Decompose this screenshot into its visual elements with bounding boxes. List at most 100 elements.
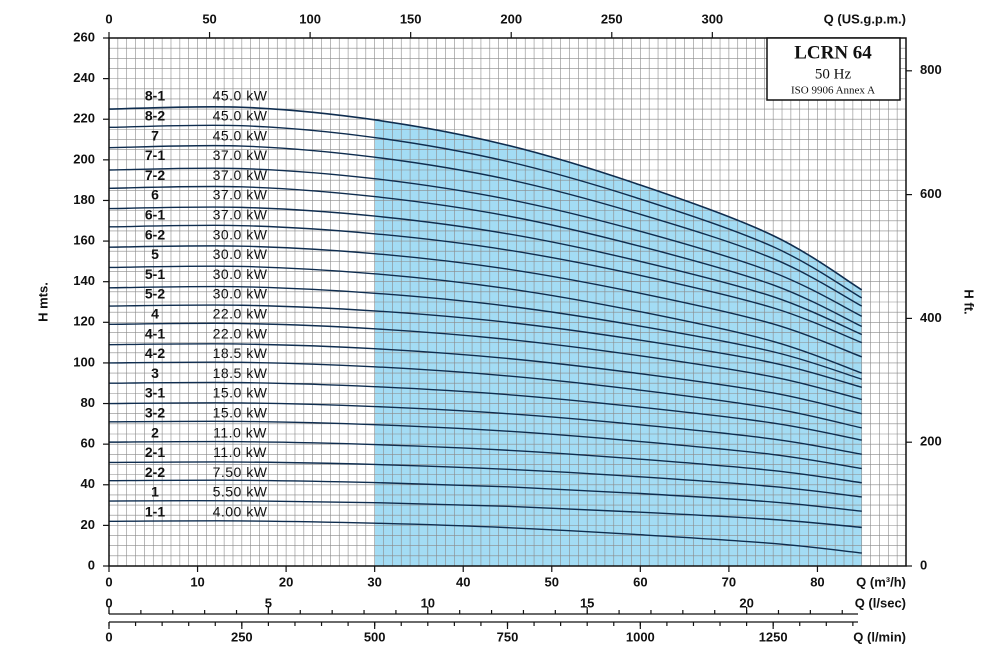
y2-tick-label: 800	[920, 62, 942, 77]
title-box	[766, 37, 901, 101]
pump-curve	[108, 322, 862, 401]
pump-curve	[108, 520, 862, 554]
x-tick-label: 0	[105, 574, 112, 589]
y-tick-label: 0	[88, 557, 95, 572]
series-power: 7.50 kW	[213, 464, 268, 480]
series-power: 22.0 kW	[213, 306, 268, 322]
x3-tick-label: 15	[580, 595, 594, 610]
pump-curve	[108, 479, 862, 512]
pump-curve	[108, 381, 862, 441]
series-name: 4-1	[145, 325, 165, 341]
series-power: 22.0 kW	[213, 325, 268, 341]
series-power: 15.0 kW	[213, 385, 268, 401]
series-power: 30.0 kW	[213, 246, 268, 262]
series-power: 18.5 kW	[213, 345, 268, 361]
series-name: 7	[151, 127, 159, 143]
pump-curve	[108, 206, 862, 336]
x2-tick-label: 300	[701, 11, 723, 26]
series-power: 37.0 kW	[213, 207, 268, 223]
x-axis-label: Q (m³/h)	[856, 574, 906, 589]
series-name: 6	[151, 187, 159, 203]
y-tick-label: 220	[73, 111, 95, 126]
pump-curve	[108, 105, 863, 291]
series-name: 3-2	[145, 405, 165, 421]
pump-curve	[108, 185, 863, 328]
curve-layer	[108, 105, 863, 554]
x-tick-label: 20	[279, 574, 293, 589]
series-name: 2-2	[145, 464, 165, 480]
series-power: 11.0 kW	[213, 424, 267, 440]
x3-tick-label: 20	[739, 595, 753, 610]
x3-tick-label: 10	[421, 595, 435, 610]
pump-curve	[108, 144, 863, 307]
x2-tick-label: 0	[105, 11, 112, 26]
series-power: 37.0 kW	[213, 147, 268, 163]
pump-curve	[108, 461, 862, 498]
y-tick-label: 140	[73, 273, 95, 288]
series-power: 15.0 kW	[213, 405, 268, 421]
pump-curve	[108, 265, 862, 374]
x4-tick-label: 1250	[759, 629, 788, 644]
label-layer: 8-1 45.0 kW 8-2 45.0 kW 7 45.0 kW 7-1 37.0 kW 7-…	[145, 88, 268, 520]
y-tick-label: 240	[73, 70, 95, 85]
series-power: 45.0 kW	[213, 88, 268, 104]
x4-tick-label: 250	[231, 629, 253, 644]
y2-tick-label: 400	[920, 310, 942, 325]
chart-title: LCRN 64	[794, 42, 872, 63]
series-name: 4-2	[145, 345, 165, 361]
series-power: 37.0 kW	[213, 187, 268, 203]
x-tick-label: 70	[722, 574, 736, 589]
y2-tick-label: 200	[920, 434, 942, 449]
x2-tick-label: 200	[500, 11, 522, 26]
y-tick-label: 60	[81, 436, 95, 451]
y2-axis-label: H ft.	[962, 289, 977, 314]
y-tick-label: 200	[73, 151, 95, 166]
shade-layer	[374, 119, 862, 566]
series-power: 18.5 kW	[213, 365, 268, 381]
x-tick-label: 80	[810, 574, 824, 589]
x-tick-label: 10	[190, 574, 204, 589]
series-name: 1	[151, 484, 159, 500]
pump-curve	[108, 167, 863, 317]
series-power: 30.0 kW	[213, 286, 268, 302]
x3-tick-label: 0	[105, 595, 112, 610]
x-tick-label: 40	[456, 574, 470, 589]
y-tick-label: 180	[73, 192, 95, 207]
series-name: 4	[151, 306, 159, 322]
pump-curve	[108, 124, 863, 299]
y-tick-label: 20	[81, 517, 95, 532]
chart-subtitle: 50 Hz	[815, 66, 852, 82]
series-name: 8-1	[145, 88, 165, 104]
series-power: 30.0 kW	[213, 266, 268, 282]
pump-curve	[108, 420, 862, 470]
series-name: 1-1	[145, 504, 165, 520]
y-axis-label: H mts.	[35, 282, 50, 322]
series-name: 3-1	[145, 385, 165, 401]
x4-tick-label: 500	[364, 629, 386, 644]
series-name: 2	[151, 424, 159, 440]
y2-tick-label: 600	[920, 186, 942, 201]
chart-note: ISO 9906 Annex A	[791, 85, 875, 97]
series-name: 6-2	[145, 226, 165, 242]
series-name: 5-2	[145, 286, 165, 302]
series-power: 30.0 kW	[213, 226, 268, 242]
y-tick-label: 40	[81, 476, 95, 491]
y-tick-label: 80	[81, 395, 95, 410]
pump-curve	[108, 285, 862, 380]
pump-curve	[108, 440, 862, 484]
y-tick-label: 120	[73, 314, 95, 329]
x2-tick-label: 100	[299, 11, 321, 26]
series-name: 7-2	[145, 167, 165, 183]
pump-curve	[108, 343, 862, 415]
plot-frame	[108, 37, 907, 567]
y-tick-label: 100	[73, 354, 95, 369]
series-name: 3	[151, 365, 159, 381]
x4-tick-label: 750	[497, 629, 519, 644]
x4-tick-label: 0	[105, 629, 112, 644]
series-name: 6-1	[145, 207, 165, 223]
pump-curve	[108, 361, 862, 429]
x-tick-label: 50	[545, 574, 559, 589]
x-tick-label: 30	[367, 574, 381, 589]
series-power: 45.0 kW	[213, 108, 268, 124]
